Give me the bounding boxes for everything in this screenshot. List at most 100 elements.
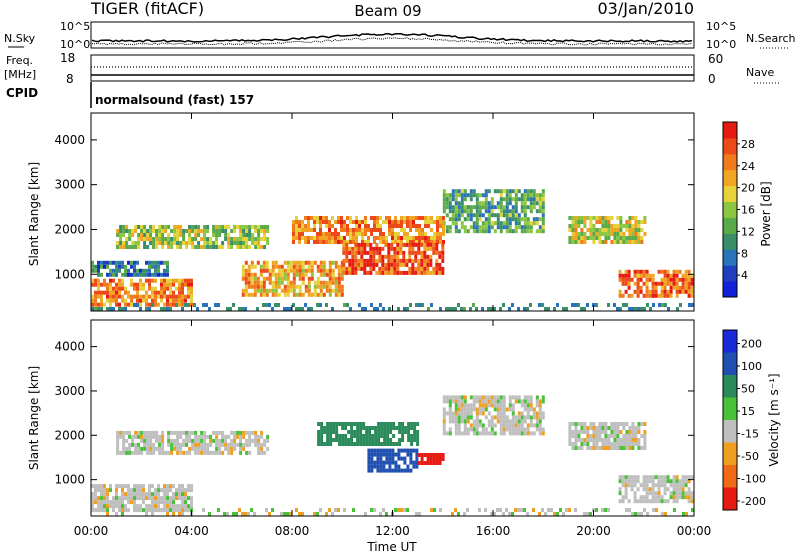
velocity-cell (380, 426, 384, 430)
power-cell (684, 277, 688, 282)
velocity-cell (326, 422, 330, 426)
velocity-cell (323, 430, 327, 434)
power-cell (388, 224, 391, 228)
velocity-cell (239, 442, 243, 447)
velocity-cell (97, 508, 100, 513)
velocity-cell (215, 446, 219, 451)
power-cell (426, 262, 430, 267)
power-cell (364, 224, 367, 228)
velocity-cell (106, 492, 109, 497)
power-cell (402, 250, 406, 255)
power-cell (672, 281, 676, 286)
power-cell (639, 285, 643, 290)
power-cell (354, 246, 358, 251)
velocity-cell (124, 484, 127, 489)
power-cell (366, 270, 370, 275)
velocity-cell (100, 488, 103, 493)
power-cell (426, 258, 430, 263)
velocity-cell (538, 419, 542, 424)
power-cell (352, 232, 355, 236)
power-cell (601, 216, 605, 220)
power-cell (155, 237, 159, 241)
velocity-cell (142, 500, 145, 505)
velocity-cell (637, 438, 641, 442)
velocity-cell (194, 438, 198, 443)
power-cell (373, 224, 376, 228)
power-cell (254, 225, 258, 229)
velocity-cell (538, 427, 542, 432)
power-cell (589, 232, 593, 236)
power-cell (634, 240, 638, 244)
velocity-cell (91, 504, 94, 509)
velocity-cell (484, 395, 488, 400)
velocity-cell (642, 479, 646, 484)
power-cell (176, 229, 180, 233)
velocity-cell (385, 448, 389, 453)
power-cell (97, 264, 100, 269)
velocity-cell (660, 475, 664, 480)
velocity-cell (681, 495, 685, 500)
power-cell (230, 245, 234, 249)
power-cell (115, 298, 118, 303)
power-cell (619, 232, 623, 236)
velocity-cell (651, 483, 655, 488)
velocity-cell (648, 499, 652, 504)
velocity-cell (496, 403, 500, 408)
velocity-cell (115, 484, 118, 489)
velocity-cell (385, 460, 389, 465)
velocity-cell (326, 438, 330, 442)
power-cell (152, 245, 156, 249)
power-cell (568, 240, 572, 244)
power-cell (283, 284, 287, 289)
power-cell (387, 250, 391, 255)
velocity-cell (221, 442, 225, 447)
power-cell (496, 201, 500, 206)
velocity-cell (442, 395, 446, 400)
power-cell (328, 284, 332, 289)
power-cell (373, 216, 376, 220)
velocity-cell (232, 512, 235, 516)
velocity-cell (145, 496, 148, 501)
power-cell (286, 292, 290, 297)
power-cell (118, 278, 121, 283)
velocity-cell (583, 430, 587, 434)
power-cell (382, 307, 385, 311)
power-cell (592, 232, 596, 236)
power-cell (448, 307, 451, 311)
power-cell (484, 209, 488, 214)
velocity-cell (628, 426, 632, 430)
velocity-cell (511, 431, 515, 436)
power-cell (176, 225, 180, 229)
velocity-cell (148, 488, 151, 493)
power-cell (490, 205, 494, 210)
velocity-cell (188, 434, 192, 439)
power-cell (636, 273, 640, 278)
velocity-cell (472, 399, 476, 404)
power-cell (421, 303, 424, 307)
velocity-cell (678, 479, 682, 484)
power-cell (427, 307, 430, 311)
velocity-cell (661, 512, 664, 516)
velocity-cell (538, 411, 542, 416)
velocity-cell (116, 434, 120, 439)
y-tick-label: 1000 (54, 267, 85, 281)
power-cell (466, 217, 470, 222)
power-cell (666, 277, 670, 282)
velocity-cell (460, 411, 464, 416)
power-cell (146, 237, 150, 241)
velocity-cell (134, 430, 138, 435)
velocity-cell (469, 395, 473, 400)
velocity-cell (529, 395, 533, 400)
power-cell (173, 241, 177, 245)
power-cell (298, 264, 302, 269)
velocity-cell (215, 434, 219, 439)
velocity-cell (529, 415, 533, 420)
velocity-cell (487, 431, 491, 436)
power-cell (625, 236, 629, 240)
power-cell (565, 307, 568, 311)
power-cell (487, 217, 491, 222)
power-cell (322, 264, 326, 269)
velocity-cell (119, 450, 123, 455)
velocity-cell (523, 399, 527, 404)
velocity-cell (580, 438, 584, 442)
